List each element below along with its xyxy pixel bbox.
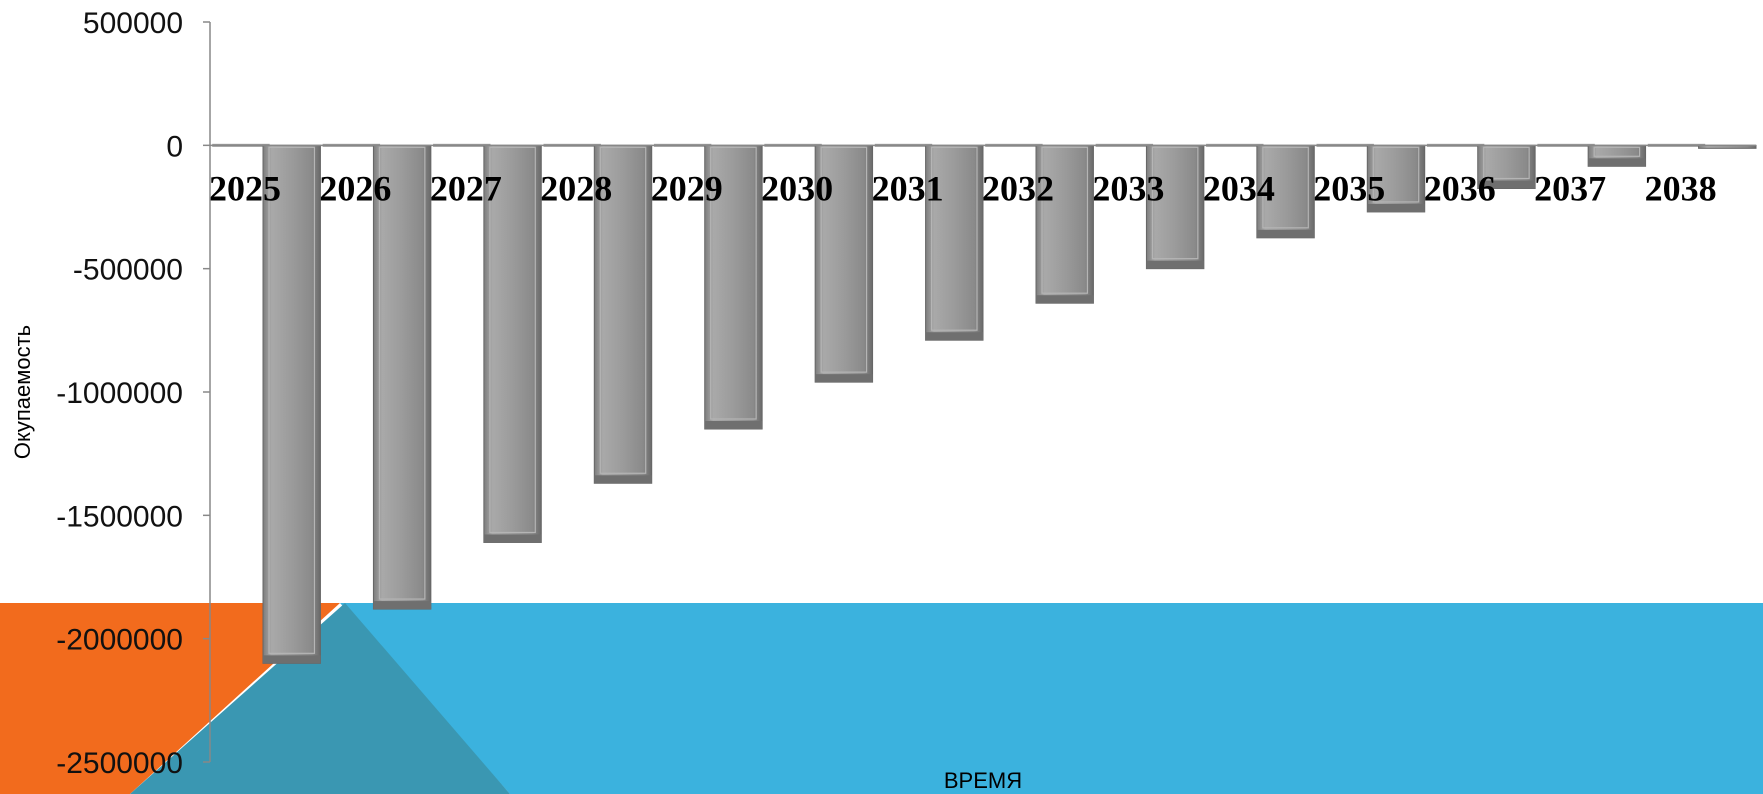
y-tick-label: -500000 <box>73 254 183 287</box>
bar-bevel <box>599 146 647 474</box>
bar-bevel <box>489 146 536 534</box>
bar-base <box>483 534 542 543</box>
x-category-label: 2038 <box>1645 168 1717 208</box>
bar-series-2 <box>925 144 984 341</box>
bar-base <box>594 475 652 484</box>
bar-bevel <box>1372 146 1420 203</box>
decor-orange-band <box>0 603 340 794</box>
bar-base <box>1256 229 1315 238</box>
decor-blue-band <box>340 603 1763 794</box>
bar-bevel <box>1593 146 1641 157</box>
x-category-label: 2031 <box>872 168 944 208</box>
x-category-label: 2029 <box>651 168 723 208</box>
bar-series-2 <box>262 144 321 664</box>
bar-base <box>704 421 763 429</box>
bar-bevel <box>1483 146 1530 180</box>
bar-bevel <box>930 146 978 331</box>
bar-series-2 <box>372 144 432 610</box>
x-category-label: 2028 <box>540 168 612 208</box>
bars-group <box>212 143 1757 664</box>
decor-dark-overlap <box>130 603 510 794</box>
bar-series-2 <box>1366 144 1426 213</box>
bar-series-2 <box>593 144 653 484</box>
x-category-label: 2025 <box>209 168 281 208</box>
x-axis-title: ВРЕМЯ <box>944 768 1022 793</box>
bar-bevel <box>710 146 757 420</box>
y-tick-labels: 500000 0 -500000 -1000000 -1500000 -2000000 -2… <box>56 7 210 780</box>
bar-bevel <box>268 146 316 654</box>
x-category-label: 2033 <box>1092 168 1164 208</box>
x-category-label: 2036 <box>1424 168 1496 208</box>
x-category-label: 2032 <box>982 168 1054 208</box>
bar-bevel <box>378 146 426 600</box>
bar-base <box>1477 180 1536 189</box>
x-category-label: 2027 <box>430 168 502 208</box>
bar-base <box>1036 295 1094 304</box>
y-axis-title: Окупаемость <box>10 325 35 459</box>
y-tick-label: 0 <box>166 130 183 163</box>
bar-series-2 <box>1035 144 1094 304</box>
y-tick-label: -2000000 <box>56 624 183 657</box>
bar-series-2 <box>814 144 874 383</box>
x-category-label: 2037 <box>1534 168 1606 208</box>
y-tick-label: -1000000 <box>56 377 183 410</box>
x-category-label: 2035 <box>1313 168 1385 208</box>
bar-bevel <box>1151 146 1199 260</box>
bar-base <box>1146 260 1204 269</box>
y-tick-label: -2500000 <box>56 747 183 780</box>
bar-base <box>1367 203 1425 212</box>
bar-bevel <box>1262 146 1309 229</box>
bar-base <box>373 601 431 610</box>
x-category-label: 2034 <box>1203 168 1275 208</box>
y-tick-label: -1500000 <box>56 500 183 533</box>
x-category-labels: 2025 2026 2027 2028 2029 2030 2031 2032 2033 2034… <box>209 168 1717 208</box>
x-category-label: 2026 <box>319 168 391 208</box>
x-category-label: 2030 <box>761 168 833 208</box>
bar-base <box>925 332 983 341</box>
bar-base <box>1588 158 1646 167</box>
bar-bevel <box>1041 146 1089 294</box>
bar-bevel <box>820 146 868 373</box>
bar-series-2 <box>1256 144 1315 239</box>
bar-base <box>263 655 321 664</box>
y-tick-label: 500000 <box>83 7 183 40</box>
bar-base <box>815 374 873 383</box>
